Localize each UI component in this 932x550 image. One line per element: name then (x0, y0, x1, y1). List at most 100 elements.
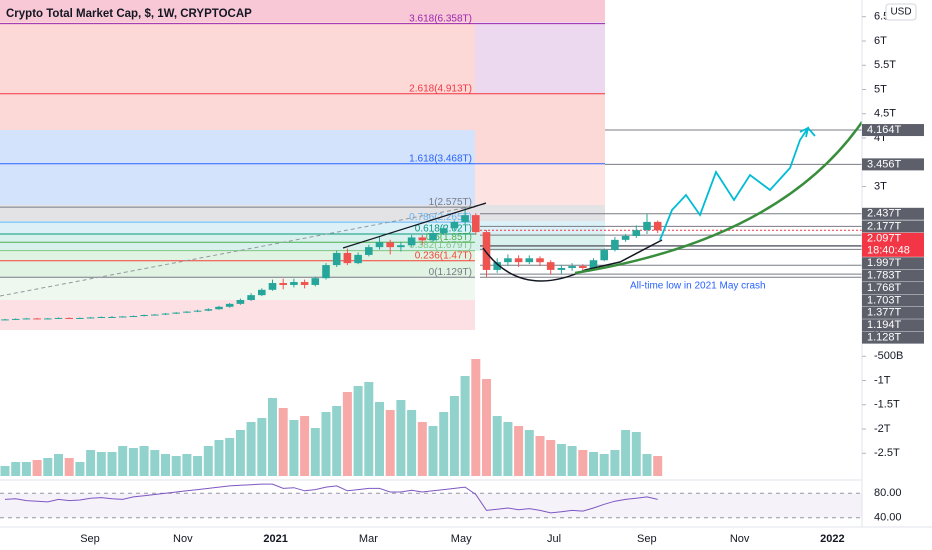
candle-body (204, 309, 213, 311)
price-tag (862, 331, 924, 344)
volume-bar (514, 426, 524, 476)
price-tag (862, 257, 924, 270)
candle-body (54, 317, 63, 319)
candle-body (236, 299, 245, 304)
candle-body (44, 318, 52, 320)
volume-bar (599, 454, 609, 476)
price-tag-label: 1.377T (867, 307, 902, 319)
price-tag (862, 269, 924, 282)
volume-bar (139, 446, 149, 476)
volume-bar (524, 430, 534, 476)
candle-body (279, 283, 287, 285)
volume-bar (289, 420, 299, 476)
band (0, 22, 475, 130)
price-tag-label: 1.128T (867, 332, 902, 344)
x-tick-label: 2022 (820, 533, 844, 545)
candle-body (493, 262, 501, 270)
price-tag-label: 2.097T (867, 233, 902, 245)
volume-bar (417, 422, 427, 476)
volume-bar (556, 444, 566, 476)
volume-bar (214, 440, 224, 476)
fib-label: 0.5(1.85T) (426, 232, 472, 243)
candle-body (418, 237, 427, 241)
candle-body (225, 303, 234, 307)
currency[interactable]: USD (890, 7, 911, 18)
candle-body (268, 283, 277, 290)
candle-body (161, 313, 170, 315)
volume-bar (449, 396, 459, 476)
candle-body (407, 237, 416, 246)
candle-body (536, 258, 544, 263)
candle-body (600, 250, 608, 261)
volume-bar (439, 412, 449, 476)
trend-line (0, 203, 486, 297)
band (475, 22, 605, 93)
countdown: 18:40:48 (867, 245, 910, 257)
volume-bar (471, 359, 481, 476)
x-tick-label: Mar (359, 533, 378, 545)
candle-body (311, 278, 320, 285)
rsi-tick-label: 80.00 (874, 487, 902, 499)
candle-body (65, 317, 73, 319)
volume-bar (642, 454, 652, 476)
volume-bar (86, 450, 96, 476)
volume-bar (235, 430, 245, 476)
y-tick-label: 6T (874, 35, 887, 47)
candle-body (504, 258, 512, 263)
candle-body (546, 262, 555, 270)
volume-bar (364, 382, 374, 476)
price-tag-label: 1.768T (867, 282, 902, 294)
volume-bar (460, 376, 470, 476)
volume-bar (32, 460, 42, 476)
volume-bar (546, 440, 556, 476)
volume-bar (278, 408, 288, 476)
trend-line (342, 202, 487, 249)
candle-body (151, 314, 159, 316)
price-tag (862, 282, 924, 295)
volume-bar (375, 402, 384, 476)
price-tag (862, 232, 924, 257)
chart-title: Crypto Total Market Cap, $, 1W, CRYPTOCA… (6, 8, 252, 20)
candle-body (183, 311, 191, 313)
currency-button[interactable] (885, 3, 917, 21)
volume-bar (428, 426, 438, 476)
candle-body (514, 258, 523, 263)
volume-bar (182, 454, 192, 476)
fib-label: 1(2.575T) (429, 197, 472, 208)
y-tick-label: 5.5T (874, 59, 896, 71)
band (0, 130, 475, 205)
rsi-band (0, 493, 862, 518)
x-tick-label: May (451, 533, 472, 545)
candle-body (472, 215, 480, 233)
volume-bar (535, 436, 545, 476)
volume-bar (396, 400, 406, 476)
candle-body (365, 247, 373, 255)
y-tick-label: 4.5T (874, 108, 896, 120)
candle-body (140, 315, 148, 317)
price-tag (862, 306, 924, 319)
candle-body (300, 282, 309, 285)
growth-curve (574, 121, 864, 275)
candle-body (482, 232, 491, 270)
volume-bar (610, 450, 620, 476)
volume-bar (310, 428, 320, 476)
volume-bar (171, 456, 181, 476)
candle-body (258, 289, 266, 296)
volume-bar (578, 450, 588, 476)
price-tag-label: 3.456T (867, 158, 902, 170)
volume-bar (161, 454, 170, 476)
volume-bar (385, 410, 395, 476)
candle-body (129, 316, 138, 318)
candle-body (429, 233, 437, 241)
volume-bar (353, 386, 363, 476)
candle-body (397, 245, 405, 248)
volume-bar (332, 406, 342, 476)
price-tag-label: 1.703T (867, 294, 902, 306)
candle-body (653, 221, 662, 231)
volume-bar (246, 422, 256, 476)
candle-body (621, 235, 630, 240)
candle-body (643, 221, 651, 231)
candle-body (343, 252, 352, 264)
band (0, 221, 605, 233)
cup-curve (482, 239, 663, 282)
